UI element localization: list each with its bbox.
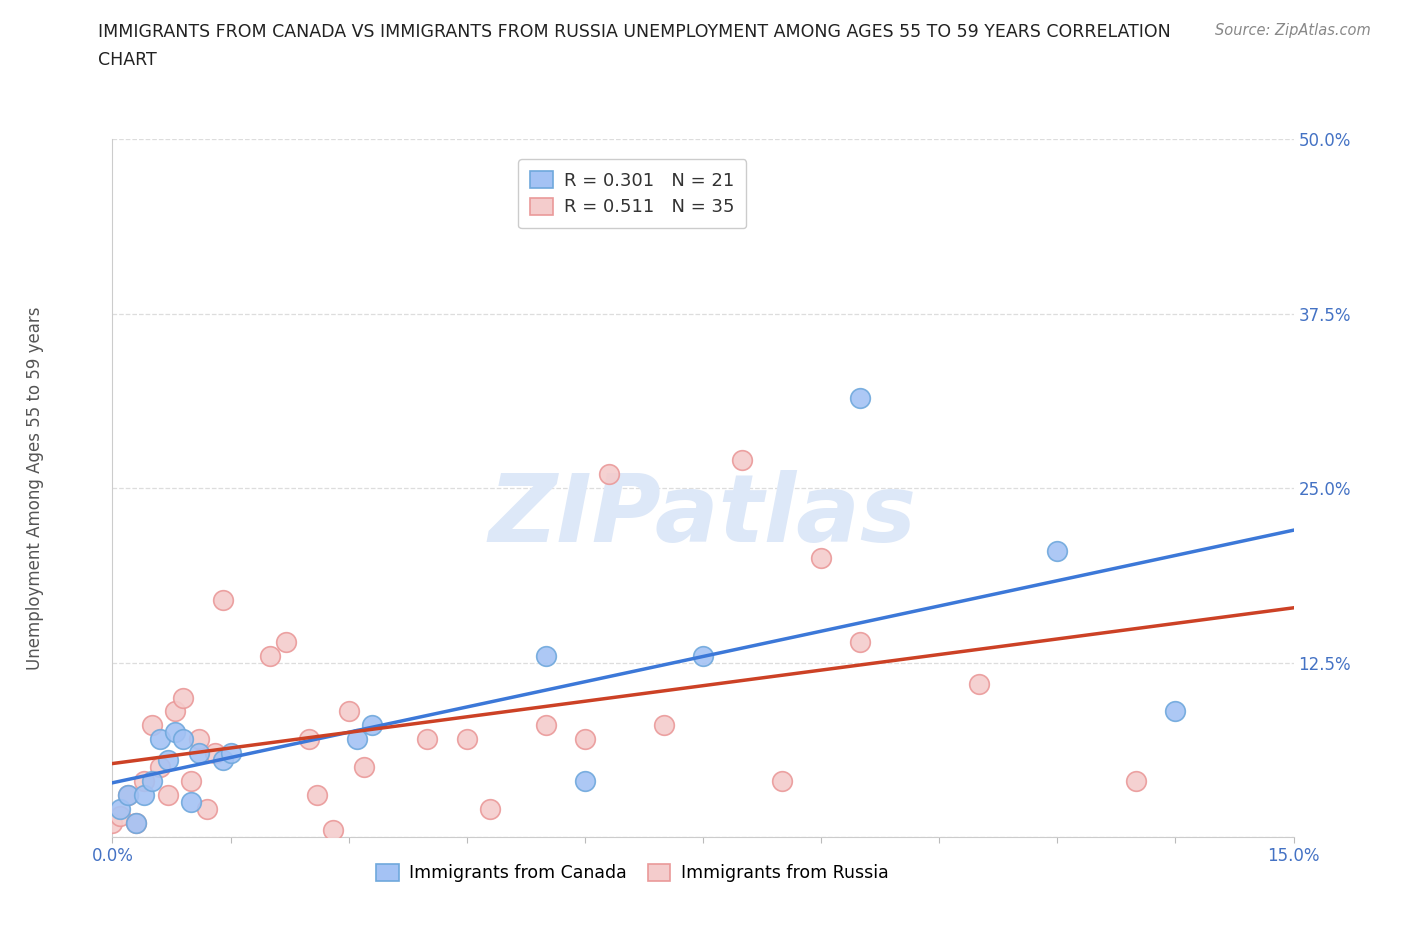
Point <box>849 634 872 649</box>
Point <box>353 760 375 775</box>
Point <box>574 732 596 747</box>
Point <box>259 648 281 663</box>
Text: Unemployment Among Ages 55 to 59 years: Unemployment Among Ages 55 to 59 years <box>27 307 44 670</box>
Point <box>307 788 329 803</box>
Point <box>125 816 148 830</box>
Point <box>731 453 754 468</box>
Point <box>141 774 163 789</box>
Text: IMMIGRANTS FROM CANADA VS IMMIGRANTS FROM RUSSIA UNEMPLOYMENT AMONG AGES 55 TO 5: IMMIGRANTS FROM CANADA VS IMMIGRANTS FRO… <box>98 23 1171 41</box>
Point <box>188 746 211 761</box>
Point <box>117 788 139 803</box>
Point <box>574 774 596 789</box>
Point <box>219 746 242 761</box>
Point <box>132 788 155 803</box>
Legend: Immigrants from Canada, Immigrants from Russia: Immigrants from Canada, Immigrants from … <box>367 856 897 891</box>
Point <box>165 704 187 719</box>
Point <box>204 746 226 761</box>
Point <box>172 732 194 747</box>
Point <box>692 648 714 663</box>
Point <box>211 753 233 768</box>
Point <box>188 732 211 747</box>
Point <box>180 774 202 789</box>
Point <box>652 718 675 733</box>
Text: ZIPatlas: ZIPatlas <box>489 471 917 562</box>
Point <box>180 794 202 809</box>
Point <box>149 732 172 747</box>
Point <box>125 816 148 830</box>
Point <box>1046 543 1069 558</box>
Point <box>479 802 502 817</box>
Text: Source: ZipAtlas.com: Source: ZipAtlas.com <box>1215 23 1371 38</box>
Point <box>274 634 297 649</box>
Point <box>322 823 344 837</box>
Point <box>456 732 478 747</box>
Text: CHART: CHART <box>98 51 157 69</box>
Point <box>211 592 233 607</box>
Point <box>849 391 872 405</box>
Point <box>165 725 187 740</box>
Point <box>810 551 832 565</box>
Point <box>132 774 155 789</box>
Point <box>141 718 163 733</box>
Point <box>156 788 179 803</box>
Point <box>416 732 439 747</box>
Point <box>1164 704 1187 719</box>
Point <box>149 760 172 775</box>
Point <box>110 802 132 817</box>
Point <box>110 809 132 824</box>
Point <box>117 788 139 803</box>
Point <box>156 753 179 768</box>
Point <box>534 718 557 733</box>
Point <box>598 467 620 482</box>
Point <box>195 802 218 817</box>
Point <box>337 704 360 719</box>
Point <box>101 816 124 830</box>
Point <box>298 732 321 747</box>
Point <box>172 690 194 705</box>
Point <box>534 648 557 663</box>
Point <box>967 676 990 691</box>
Point <box>770 774 793 789</box>
Point <box>361 718 384 733</box>
Point <box>1125 774 1147 789</box>
Point <box>346 732 368 747</box>
